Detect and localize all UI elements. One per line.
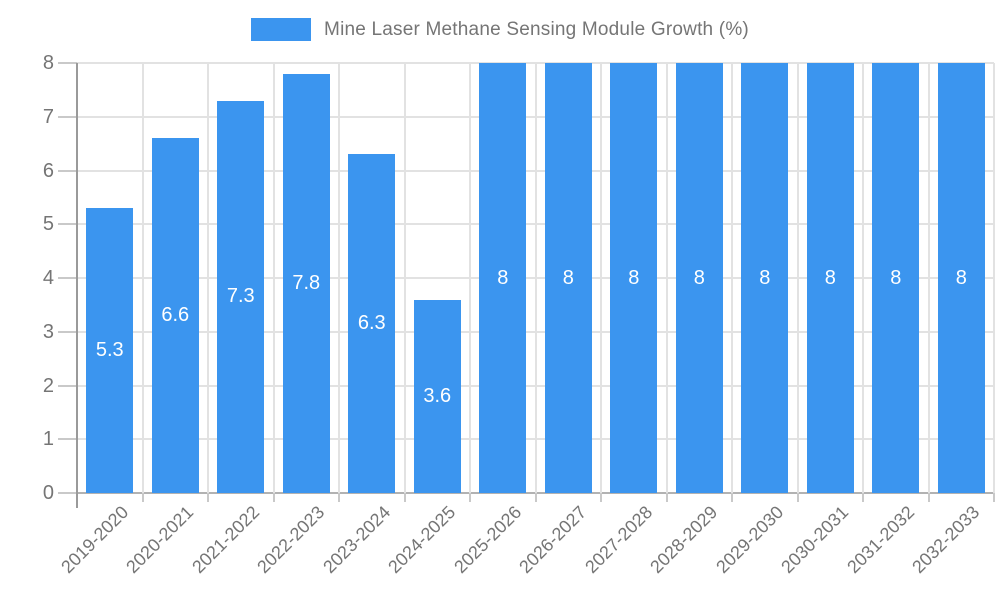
x-gridline <box>272 63 275 493</box>
y-tick-mark <box>58 62 77 64</box>
bar-value-label: 6.6 <box>161 304 190 327</box>
bar-2025-2026[interactable]: 8 <box>479 63 527 493</box>
x-tick-mark <box>207 493 209 502</box>
x-axis-tick-label: 2021-2022 <box>187 502 263 578</box>
bar-value-label: 8 <box>497 266 509 289</box>
y-axis-tick-label: 5 <box>42 213 54 236</box>
x-gridline <box>534 63 537 493</box>
x-tick-mark <box>469 493 471 502</box>
bar-value-label: 8 <box>562 266 574 289</box>
x-tick-mark <box>338 493 340 502</box>
x-axis-tick-label: 2020-2021 <box>122 502 198 578</box>
x-gridline <box>403 63 406 493</box>
bar-2027-2028[interactable]: 8 <box>610 63 658 493</box>
y-axis-tick-label: 7 <box>42 105 54 128</box>
bar-value-label: 8 <box>628 266 640 289</box>
bar-2022-2023[interactable]: 7.8 <box>282 73 330 493</box>
bar-value-label: 3.6 <box>423 384 452 407</box>
x-gridline <box>600 63 602 493</box>
bar-value-label: 8 <box>890 266 902 289</box>
bar-value-label: 8 <box>824 266 836 289</box>
bar-2026-2027[interactable]: 8 <box>544 63 592 493</box>
x-gridline <box>665 63 668 493</box>
y-tick-mark <box>58 384 77 387</box>
x-axis-tick-label: 2030-2031 <box>777 502 853 578</box>
plot-area: 0 1 2 3 4 5 6 7 8 5.3 2019-2020 6.6 2020-2021 7.3 2021… <box>43 52 995 577</box>
x-axis-tick-label: 2023-2024 <box>318 502 394 578</box>
y-axis-tick-label: 8 <box>42 52 54 74</box>
y-tick-mark <box>58 330 77 333</box>
bar-value-label: 8 <box>759 266 771 289</box>
x-axis-tick-label: 2026-2027 <box>515 502 591 578</box>
x-gridline <box>207 63 209 493</box>
x-gridline <box>469 63 471 493</box>
bar-value-label: 7.8 <box>292 271 321 294</box>
bar-value-label: 5.3 <box>95 339 124 362</box>
x-gridline <box>338 63 340 493</box>
x-tick-mark <box>993 493 995 502</box>
bar-2028-2029[interactable]: 8 <box>675 63 723 493</box>
y-axis-tick-label: 6 <box>42 159 54 182</box>
x-gridline <box>731 63 733 493</box>
x-axis-tick-label: 2022-2023 <box>253 502 329 578</box>
legend-swatch <box>251 18 312 41</box>
y-tick-mark <box>58 169 77 172</box>
y-axis-tick-label: 0 <box>42 482 54 504</box>
bar-2024-2025[interactable]: 3.6 <box>413 299 461 493</box>
y-axis-tick-label: 2 <box>42 374 54 397</box>
y-axis-line <box>76 63 78 508</box>
y-axis-tick-label: 4 <box>42 267 54 289</box>
bar-2021-2022[interactable]: 7.3 <box>217 100 265 493</box>
x-tick-mark <box>141 493 144 502</box>
x-tick-mark <box>862 493 864 502</box>
y-tick-mark <box>58 438 77 441</box>
x-axis-tick-label: 2027-2028 <box>580 502 656 578</box>
bar-2023-2024[interactable]: 6.3 <box>348 154 396 493</box>
x-gridline <box>141 63 144 493</box>
bar-value-label: 7.3 <box>226 285 255 308</box>
x-tick-mark <box>731 493 733 502</box>
x-tick-mark <box>403 493 406 502</box>
bar-2030-2031[interactable]: 8 <box>806 63 854 493</box>
x-tick-mark <box>665 493 668 502</box>
x-tick-mark <box>600 493 602 502</box>
y-tick-mark <box>58 277 77 279</box>
y-axis-tick-label: 3 <box>42 320 54 343</box>
bar-value-label: 6.3 <box>357 312 386 335</box>
legend[interactable]: Mine Laser Methane Sensing Module Growth… <box>0 18 1000 41</box>
bar-2020-2021[interactable]: 6.6 <box>151 138 199 493</box>
x-axis-tick-label: 2029-2030 <box>711 502 787 578</box>
x-gridline <box>862 63 864 493</box>
bar-value-label: 8 <box>693 266 705 289</box>
x-axis-tick-label: 2031-2032 <box>842 502 918 578</box>
bar-2032-2033[interactable]: 8 <box>937 63 985 493</box>
x-gridline <box>927 63 930 493</box>
x-tick-mark <box>534 493 537 502</box>
legend-label: Mine Laser Methane Sensing Module Growth… <box>324 18 749 40</box>
bar-2019-2020[interactable]: 5.3 <box>86 208 134 493</box>
x-axis-tick-label: 2025-2026 <box>449 502 525 578</box>
y-tick-mark <box>58 115 77 118</box>
bar-value-label: 8 <box>955 266 967 289</box>
y-tick-mark <box>58 223 77 226</box>
y-tick-mark <box>58 492 77 494</box>
x-axis-tick-label: 2024-2025 <box>384 502 460 578</box>
x-axis-tick-label: 2028-2029 <box>646 502 722 578</box>
bar-2029-2030[interactable]: 8 <box>741 63 789 493</box>
x-gridline <box>796 63 799 493</box>
x-axis-tick-label: 2032-2033 <box>908 502 984 578</box>
x-tick-mark <box>272 493 275 502</box>
x-gridline <box>993 63 995 493</box>
bar-2031-2032[interactable]: 8 <box>872 63 920 493</box>
x-axis-tick-label: 2019-2020 <box>56 502 132 578</box>
y-axis-tick-label: 1 <box>42 428 54 451</box>
x-tick-mark <box>927 493 930 502</box>
x-tick-mark <box>796 493 799 502</box>
